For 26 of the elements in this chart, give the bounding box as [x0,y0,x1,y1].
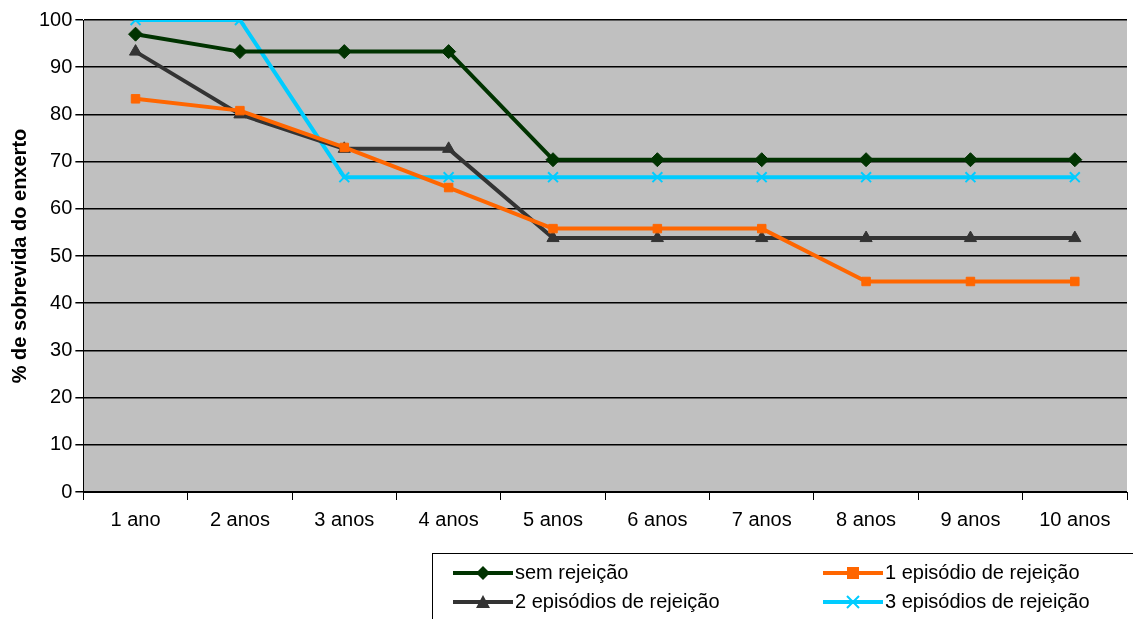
x-tick-label: 9 anos [940,507,1001,530]
y-tick-label: 20 [50,385,73,408]
x-tick-label: 6 anos [627,507,688,530]
y-tick-label: 80 [50,101,73,124]
y-tick-label: 90 [50,54,73,77]
x-tick-label: 10 anos [1039,507,1111,530]
x-tick-label: 8 anos [836,507,897,530]
y-tick-label: 40 [50,290,73,313]
y-tick-label: 70 [50,149,73,172]
x-tick-label: 1 ano [110,507,161,530]
x-tick-label: 5 anos [522,507,584,530]
y-axis-title: % de sobrevida do enxerto [7,128,30,384]
y-tick-label: 50 [50,243,73,266]
legend-label: sem rejeição [515,561,629,584]
x-tick-label: 7 anos [731,507,792,530]
y-tick-label: 30 [50,337,73,360]
legend-label: 1 episódio de rejeição [885,561,1080,584]
legend-label: 3 episódios de rejeição [885,590,1090,613]
legend-label: 2 episódios de rejeição [515,590,720,613]
y-tick-label: 100 [38,7,73,30]
y-tick-label: 10 [50,432,73,455]
x-tick-label: 2 anos [209,507,270,530]
y-tick-label: 60 [50,196,73,219]
x-tick-label: 3 anos [314,507,375,530]
x-tick-label: 4 anos [418,507,479,530]
y-tick-label: 0 [61,479,73,502]
